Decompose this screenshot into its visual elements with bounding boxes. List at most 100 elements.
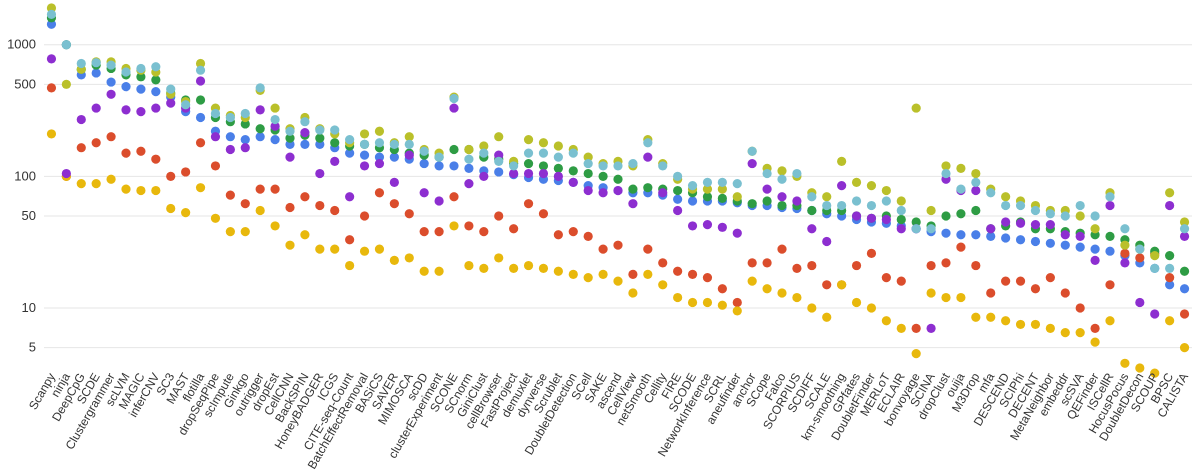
data-point[interactable] xyxy=(46,19,57,29)
data-point[interactable] xyxy=(911,217,921,227)
data-point[interactable] xyxy=(419,266,429,276)
data-point[interactable] xyxy=(225,144,235,155)
data-point[interactable] xyxy=(434,266,444,276)
data-point[interactable] xyxy=(300,127,310,138)
data-point[interactable] xyxy=(851,211,862,221)
data-point[interactable] xyxy=(538,148,549,158)
data-point[interactable] xyxy=(374,158,385,169)
data-point[interactable] xyxy=(151,154,161,164)
data-point[interactable] xyxy=(628,199,638,209)
data-point[interactable] xyxy=(673,194,683,204)
data-point[interactable] xyxy=(91,138,101,148)
data-point[interactable] xyxy=(851,297,862,308)
data-point[interactable] xyxy=(628,158,638,169)
data-point[interactable] xyxy=(523,158,534,169)
data-point[interactable] xyxy=(643,138,653,148)
data-point[interactable] xyxy=(479,141,489,151)
data-point[interactable] xyxy=(61,40,71,50)
data-point[interactable] xyxy=(1135,363,1145,373)
data-point[interactable] xyxy=(1075,303,1085,313)
data-point[interactable] xyxy=(583,158,593,169)
data-point[interactable] xyxy=(270,135,280,145)
data-point[interactable] xyxy=(986,231,996,241)
data-point[interactable] xyxy=(658,161,668,171)
data-point[interactable] xyxy=(509,263,519,273)
data-point[interactable] xyxy=(106,89,116,99)
data-point[interactable] xyxy=(300,139,310,149)
data-point[interactable] xyxy=(687,297,698,308)
data-point[interactable] xyxy=(300,230,310,240)
data-point[interactable] xyxy=(538,168,549,179)
data-point[interactable] xyxy=(941,228,951,238)
data-point[interactable] xyxy=(374,152,385,162)
data-point[interactable] xyxy=(210,132,221,142)
data-point[interactable] xyxy=(419,227,429,237)
data-point[interactable] xyxy=(240,143,250,153)
data-point[interactable] xyxy=(1015,276,1026,286)
data-point[interactable] xyxy=(986,288,996,298)
data-point[interactable] xyxy=(91,68,101,78)
data-point[interactable] xyxy=(76,58,86,69)
data-point[interactable] xyxy=(240,108,250,119)
data-point[interactable] xyxy=(1150,250,1160,261)
data-point[interactable] xyxy=(330,125,340,135)
data-point[interactable] xyxy=(255,205,265,216)
data-point[interactable] xyxy=(1060,288,1070,298)
data-point[interactable] xyxy=(1001,233,1011,243)
data-point[interactable] xyxy=(643,269,653,279)
data-point[interactable] xyxy=(330,205,340,216)
data-point[interactable] xyxy=(389,152,399,162)
data-point[interactable] xyxy=(1001,192,1011,202)
data-point[interactable] xyxy=(1150,368,1160,378)
data-point[interactable] xyxy=(971,205,981,216)
data-point[interactable] xyxy=(464,154,474,164)
data-point[interactable] xyxy=(240,227,250,237)
data-point[interactable] xyxy=(345,235,355,245)
data-point[interactable] xyxy=(956,163,966,173)
data-point[interactable] xyxy=(747,146,757,156)
data-point[interactable] xyxy=(598,188,608,198)
data-point[interactable] xyxy=(1001,316,1011,326)
data-point[interactable] xyxy=(240,119,250,129)
data-point[interactable] xyxy=(1045,323,1055,333)
data-point[interactable] xyxy=(404,209,414,219)
data-point[interactable] xyxy=(359,129,370,139)
data-point[interactable] xyxy=(866,181,877,191)
data-point[interactable] xyxy=(464,144,474,155)
data-point[interactable] xyxy=(359,150,370,160)
data-point[interactable] xyxy=(121,148,131,158)
data-point[interactable] xyxy=(1090,255,1100,265)
data-point[interactable] xyxy=(1075,242,1085,252)
data-point[interactable] xyxy=(1075,328,1085,338)
data-point[interactable] xyxy=(76,143,86,153)
data-point[interactable] xyxy=(941,211,951,221)
data-point[interactable] xyxy=(702,219,713,230)
data-point[interactable] xyxy=(702,177,713,187)
data-point[interactable] xyxy=(613,276,623,286)
data-point[interactable] xyxy=(553,141,563,151)
data-point[interactable] xyxy=(598,269,608,279)
data-point[interactable] xyxy=(1165,188,1175,198)
data-point[interactable] xyxy=(345,135,355,145)
data-point[interactable] xyxy=(181,100,191,110)
data-point[interactable] xyxy=(255,124,265,134)
data-point[interactable] xyxy=(225,132,235,142)
data-point[interactable] xyxy=(747,276,757,286)
data-point[interactable] xyxy=(851,177,862,187)
data-point[interactable] xyxy=(613,161,623,171)
data-point[interactable] xyxy=(479,148,489,158)
data-point[interactable] xyxy=(538,263,549,273)
data-point[interactable] xyxy=(1120,224,1130,234)
data-point[interactable] xyxy=(315,244,325,254)
data-point[interactable] xyxy=(1105,192,1115,202)
data-point[interactable] xyxy=(717,184,727,194)
data-point[interactable] xyxy=(837,181,847,191)
data-point[interactable] xyxy=(136,72,146,82)
data-point[interactable] xyxy=(1060,240,1070,250)
data-point[interactable] xyxy=(1120,248,1130,258)
data-point[interactable] xyxy=(553,230,563,240)
data-point[interactable] xyxy=(61,79,71,89)
data-point[interactable] xyxy=(374,138,385,148)
data-point[interactable] xyxy=(121,105,131,115)
data-point[interactable] xyxy=(195,138,206,148)
